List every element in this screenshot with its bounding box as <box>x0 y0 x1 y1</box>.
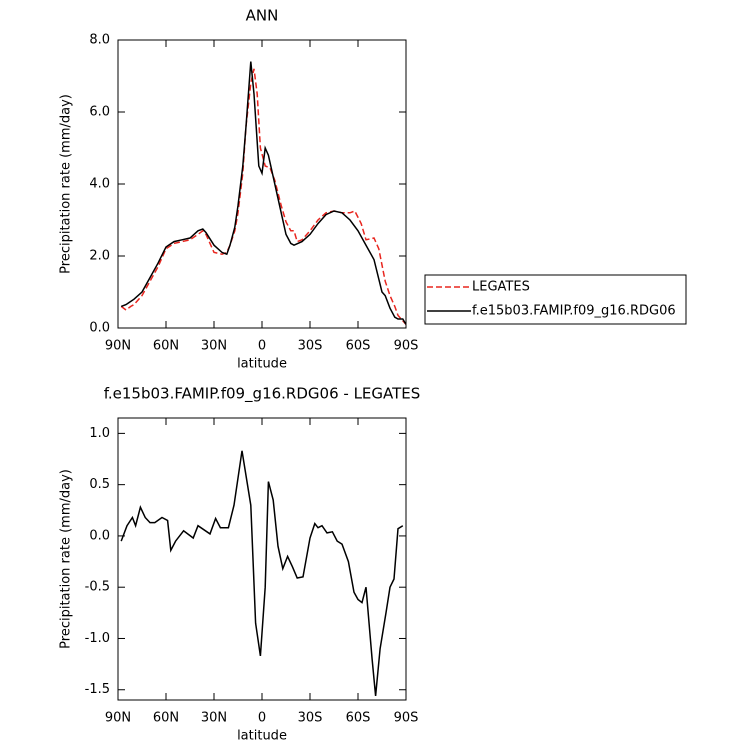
x-tick-label: 30S <box>298 711 323 726</box>
x-tick-label: 90N <box>105 339 131 354</box>
data-line <box>120 61 407 325</box>
y-tick-label: 2.0 <box>89 249 110 264</box>
x-axis-label: latitude <box>237 357 287 372</box>
x-axis-label: latitude <box>237 729 287 744</box>
y-tick-label: 1.0 <box>89 426 110 441</box>
x-tick-label: 60N <box>153 339 179 354</box>
x-tick-label: 30S <box>298 339 323 354</box>
x-tick-label: 0 <box>258 711 266 726</box>
y-tick-label: 0.0 <box>89 528 110 543</box>
y-axis-label: Precipitation rate (mm/day) <box>59 469 74 649</box>
x-tick-label: 0 <box>258 339 266 354</box>
y-tick-label: 6.0 <box>89 105 110 120</box>
y-tick-label: 0.5 <box>89 477 110 492</box>
chart-title: ANN <box>246 7 279 25</box>
legend-label: LEGATES <box>472 280 530 295</box>
y-tick-label: -0.5 <box>85 580 110 595</box>
data-line <box>120 450 404 696</box>
data-line <box>120 68 407 325</box>
x-tick-label: 90N <box>105 711 131 726</box>
y-tick-label: 0.0 <box>89 321 110 336</box>
legend-label: f.e15b03.FAMIP.f09_g16.RDG06 <box>472 304 676 319</box>
y-tick-label: -1.5 <box>85 682 110 697</box>
x-tick-label: 90S <box>394 711 419 726</box>
plot-frame <box>117 417 407 701</box>
y-tick-label: 8.0 <box>89 33 110 48</box>
x-tick-label: 60N <box>153 711 179 726</box>
x-tick-label: 30N <box>201 339 227 354</box>
legend-box <box>424 274 687 325</box>
y-tick-label: -1.0 <box>85 631 110 646</box>
y-tick-label: 4.0 <box>89 177 110 192</box>
x-tick-label: 30N <box>201 711 227 726</box>
plot-frame <box>117 39 407 329</box>
x-tick-label: 60S <box>346 339 371 354</box>
x-tick-label: 90S <box>394 339 419 354</box>
chart-title: f.e15b03.FAMIP.f09_g16.RDG06 - LEGATES <box>104 385 421 404</box>
y-axis-label: Precipitation rate (mm/day) <box>59 94 74 274</box>
x-tick-label: 60S <box>346 711 371 726</box>
